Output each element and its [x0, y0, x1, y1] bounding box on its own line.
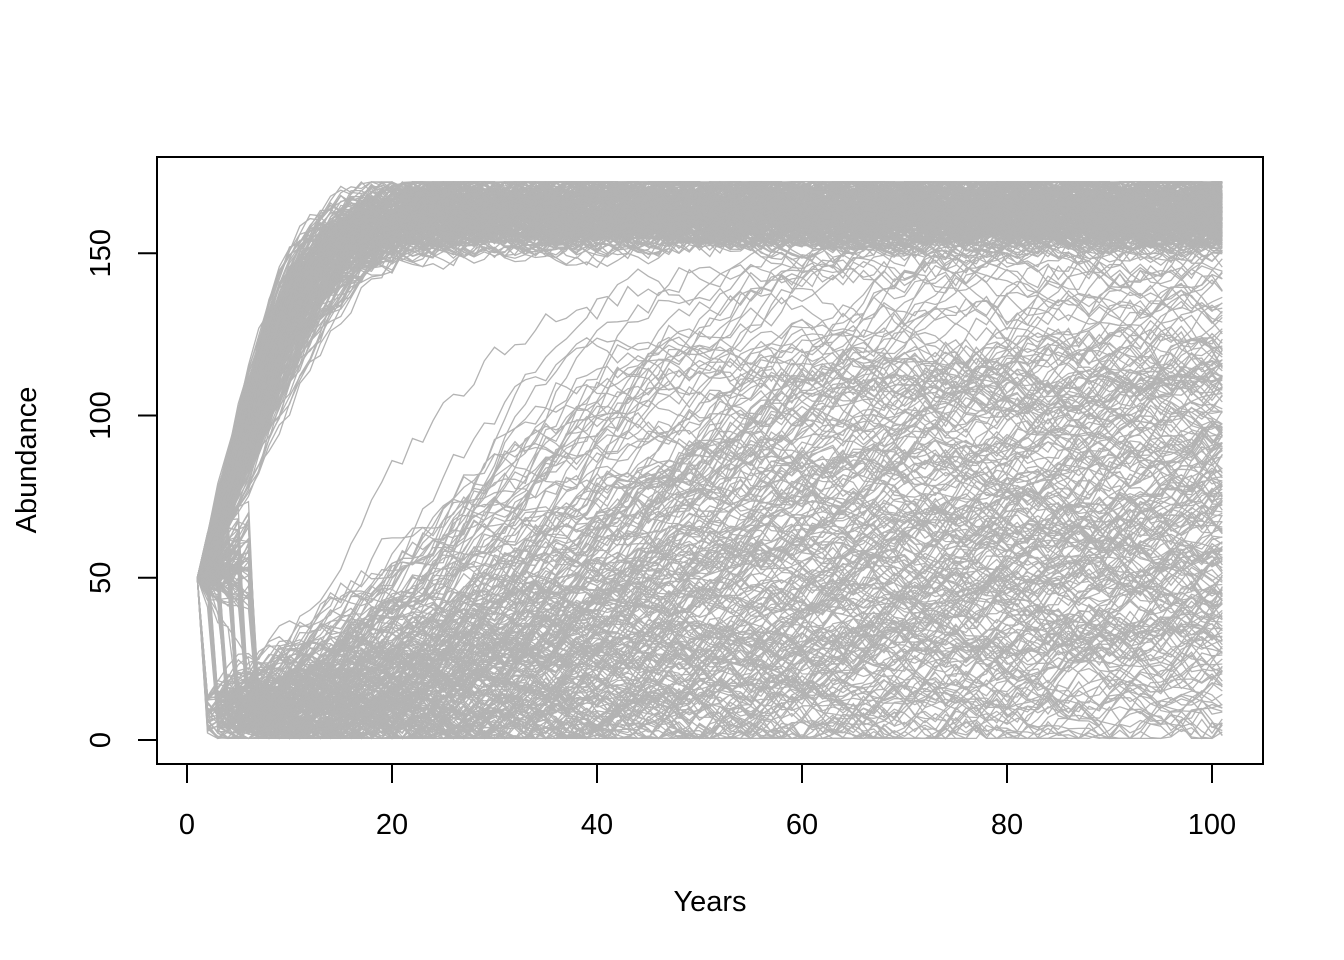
trajectory-line-245 [196, 197, 1223, 578]
trajectory-line-503 [197, 477, 1223, 733]
trajectory-line-488 [197, 336, 1223, 712]
trajectory-line-221 [196, 181, 1223, 579]
trajectory-line-486 [197, 408, 1223, 703]
y-tick-label: 50 [85, 562, 117, 594]
trajectory-line-427 [196, 296, 1223, 703]
x-tick-label: 60 [786, 809, 818, 841]
trajectory-line-497 [197, 577, 1223, 720]
trajectory-line-496 [196, 540, 1223, 731]
y-tick-label: 0 [85, 732, 117, 748]
trajectory-line-429 [196, 435, 1223, 719]
x-tick-label: 80 [991, 809, 1023, 841]
trajectory-line-464 [196, 391, 1223, 698]
trajectory-line-214 [196, 211, 1223, 579]
trajectory-line-502 [197, 575, 1223, 740]
trajectory-line-454 [196, 442, 1223, 740]
trajectory-line-518 [196, 328, 1223, 722]
trajectory-line-241 [196, 181, 1223, 579]
trajectory-line-504 [196, 544, 1223, 702]
trajectory-line-382 [196, 258, 1223, 723]
trajectory-line-255 [196, 181, 1223, 579]
trajectory-line-478 [196, 577, 1223, 740]
trajectory-line-413 [197, 477, 1223, 710]
trajectory-line-514 [197, 374, 1223, 706]
trajectory-line-441 [196, 427, 1223, 709]
trajectory-line-451 [197, 359, 1223, 706]
trajectory-line-349 [196, 284, 1223, 740]
trajectory-line-509 [196, 459, 1223, 714]
trajectory-line-422 [196, 231, 1223, 716]
trajectory-line-513 [196, 453, 1223, 740]
trajectory-line-515 [197, 385, 1223, 735]
trajectory-line-482 [196, 497, 1223, 713]
trajectory-line-204 [196, 181, 1223, 578]
y-axis-label: Abundance [11, 387, 43, 534]
x-axis: 0 20 40 60 80 100 [179, 763, 1236, 841]
trajectory-line-499 [196, 390, 1223, 721]
trajectory-line-517 [197, 543, 1223, 740]
trajectory-line-258 [196, 181, 1223, 579]
trajectory-line-511 [196, 362, 1223, 703]
trajectory-line-489 [197, 566, 1223, 710]
y-tick-label: 100 [85, 391, 117, 439]
trajectory-line-506 [196, 577, 1223, 740]
trajectory-line-435 [197, 392, 1223, 720]
trajectory-line-455 [196, 465, 1223, 701]
trajectory-line-401 [196, 459, 1223, 722]
trajectory-line-442 [196, 507, 1223, 705]
x-tick-label: 40 [581, 809, 613, 841]
x-tick-label: 20 [376, 809, 408, 841]
trajectory-line-477 [196, 203, 1223, 724]
trajectory-lines [196, 180, 1223, 740]
y-axis: 0 50 100 150 [85, 229, 158, 748]
trajectory-line-466 [196, 334, 1223, 712]
trajectory-line-480 [197, 491, 1223, 715]
trajectory-line-232 [196, 180, 1223, 579]
trajectory-line-516 [197, 299, 1223, 713]
trajectory-line-501 [196, 504, 1223, 734]
trajectory-line-248 [196, 184, 1223, 578]
trajectory-line-209 [196, 201, 1223, 579]
trajectory-line-483 [196, 548, 1223, 740]
trajectory-line-246 [196, 181, 1223, 579]
y-tick-label: 150 [85, 229, 117, 277]
trajectory-line-519 [197, 504, 1223, 714]
trajectory-line-438 [197, 421, 1223, 740]
x-axis-label: Years [673, 886, 746, 918]
trajectory-line-250 [196, 205, 1223, 579]
x-tick-label: 0 [179, 809, 195, 841]
x-tick-label: 100 [1188, 809, 1236, 841]
trajectory-line-508 [196, 577, 1223, 740]
trajectory-line-493 [197, 527, 1223, 700]
trajectory-line-257 [196, 181, 1223, 579]
trajectory-line-512 [196, 562, 1223, 740]
trajectory-line-416 [197, 465, 1223, 740]
trajectory-line-421 [196, 533, 1223, 701]
trajectory-line-460 [196, 567, 1223, 710]
trajectory-line-298 [197, 533, 1223, 721]
trajectory-line-447 [196, 344, 1223, 734]
trajectory-line-510 [196, 508, 1223, 740]
trajectory-line-500 [197, 536, 1223, 719]
trajectory-line-492 [197, 433, 1223, 711]
trajectory-line-505 [196, 423, 1223, 740]
trajectory-line-379 [196, 414, 1223, 719]
